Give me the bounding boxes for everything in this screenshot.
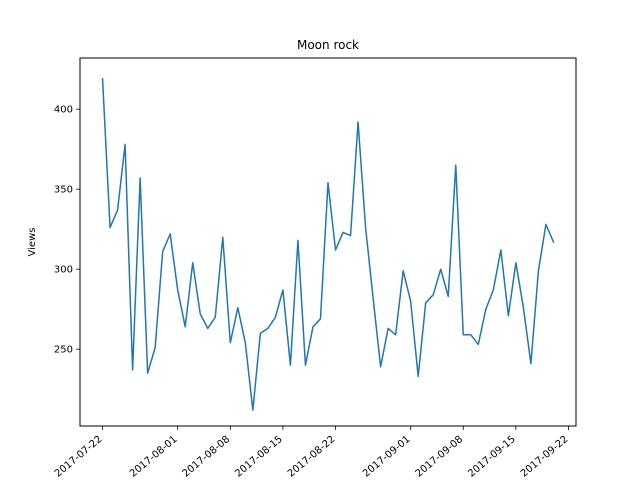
y-axis-label: Views	[27, 228, 38, 257]
y-tick-label-1: 300	[54, 265, 73, 276]
y-tick-label-3: 400	[54, 105, 73, 116]
y-axis: 250 300 350 400	[54, 105, 80, 356]
y-tick-label-0: 250	[54, 345, 73, 356]
series-layer	[101, 78, 555, 411]
plot-area-frame	[79, 57, 577, 427]
chart-title: Moon rock	[297, 38, 359, 52]
y-tick-label-2: 350	[54, 185, 73, 196]
series-line-0	[101, 78, 555, 411]
